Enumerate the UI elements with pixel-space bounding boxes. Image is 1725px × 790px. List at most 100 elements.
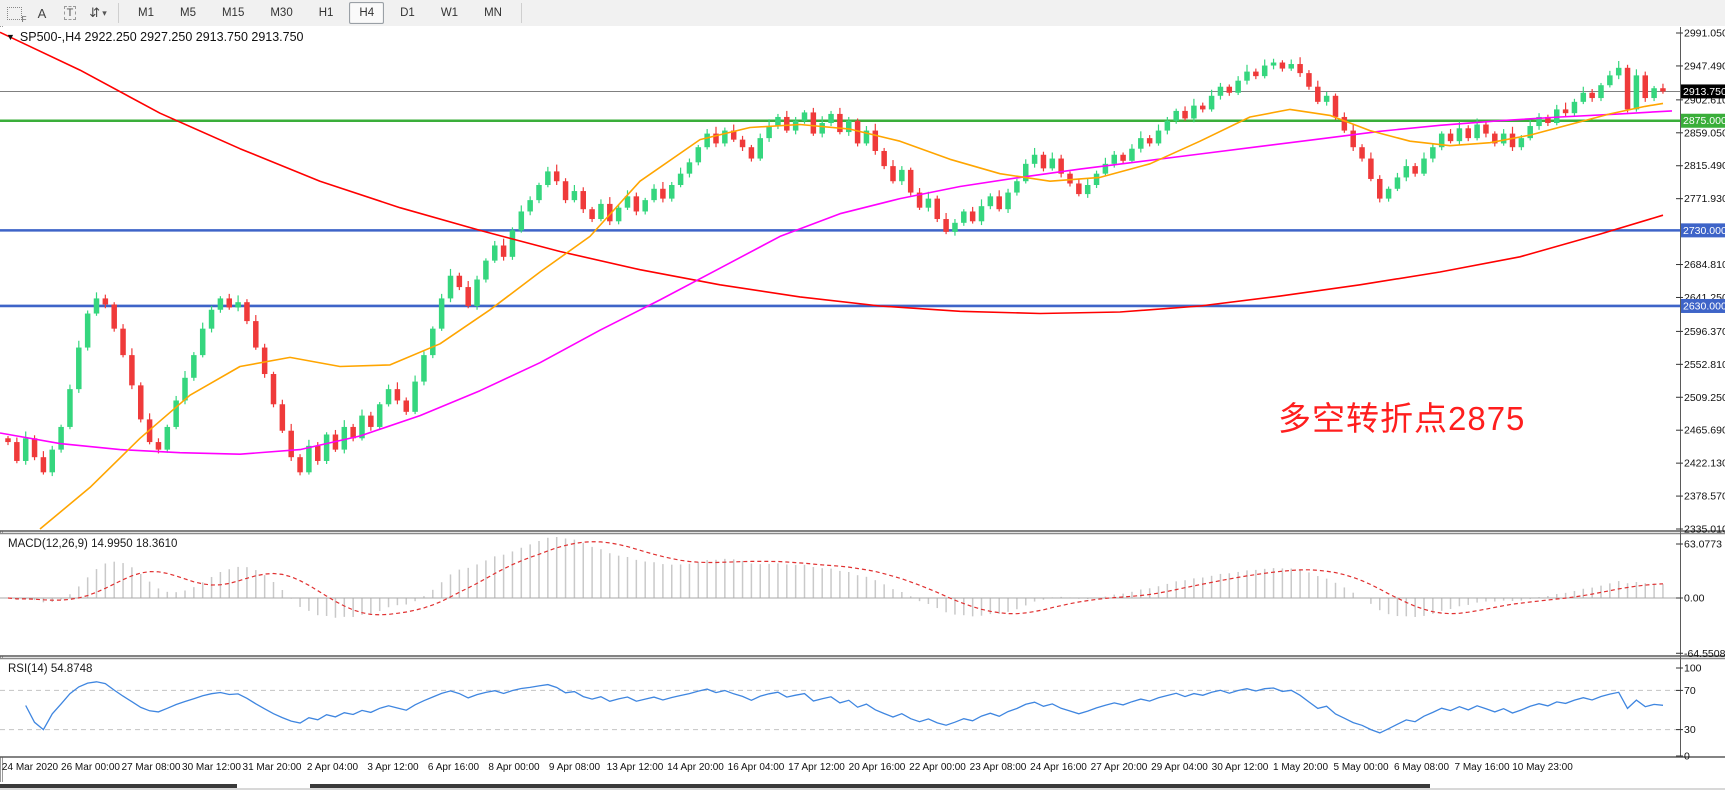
text-tool-t-icon[interactable]: T [59, 3, 81, 23]
bottom-scroll-strip[interactable] [0, 782, 1725, 790]
candle[interactable] [784, 110, 790, 133]
candle[interactable] [430, 326, 436, 359]
rsi-panel[interactable] [0, 659, 1725, 757]
candle[interactable] [633, 192, 640, 216]
candle[interactable] [571, 185, 578, 203]
candle[interactable] [1527, 119, 1533, 141]
candle[interactable] [660, 181, 666, 203]
candle[interactable] [828, 110, 834, 127]
candle[interactable] [1492, 131, 1498, 147]
candle[interactable] [996, 190, 1002, 212]
candle[interactable] [1447, 129, 1454, 144]
candle[interactable] [1049, 152, 1056, 171]
candle[interactable] [677, 167, 684, 188]
candle[interactable] [713, 126, 719, 148]
candle[interactable] [987, 193, 994, 210]
candle[interactable] [651, 184, 657, 203]
candle[interactable] [76, 340, 82, 393]
candle[interactable] [288, 423, 294, 461]
collapse-arrow-icon[interactable]: ▼ [6, 32, 15, 42]
candle[interactable] [1368, 152, 1374, 182]
candle[interactable] [1651, 85, 1657, 102]
candle[interactable] [837, 107, 843, 135]
candle[interactable] [279, 399, 286, 433]
candle[interactable] [40, 451, 47, 475]
candle[interactable] [403, 397, 410, 415]
candle[interactable] [907, 167, 914, 196]
candle[interactable] [1253, 68, 1259, 80]
candle[interactable] [1341, 112, 1348, 133]
timeframe-button-M1[interactable]: M1 [138, 7, 154, 19]
candle[interactable] [1483, 120, 1489, 138]
candle[interactable] [394, 382, 401, 405]
candle[interactable] [1323, 92, 1330, 106]
candle[interactable] [1040, 151, 1047, 172]
candle[interactable] [1562, 102, 1569, 117]
candle[interactable] [589, 206, 595, 223]
candle[interactable] [306, 439, 312, 475]
candle[interactable] [916, 188, 923, 210]
candle[interactable] [1217, 82, 1224, 100]
candle[interactable] [961, 209, 967, 226]
candle[interactable] [553, 164, 560, 186]
candle[interactable] [1545, 114, 1551, 127]
timeframe-button-M15[interactable]: M15 [221, 7, 245, 19]
timeframe-button-H1[interactable]: H1 [318, 7, 334, 19]
price-axis[interactable]: 2991.0502947.4902902.6102859.0502815.490… [1676, 28, 1725, 536]
candle[interactable] [952, 219, 958, 236]
timeframe-button-MN[interactable]: MN [484, 7, 502, 19]
candle[interactable] [5, 436, 11, 446]
candle[interactable] [1430, 143, 1436, 163]
candle[interactable] [226, 293, 233, 310]
date-axis[interactable]: 24 Mar 2020 26 Mar 00:00 27 Mar 08:00 30 Ma… [0, 759, 1725, 781]
candle[interactable] [173, 395, 179, 430]
candle[interactable] [438, 293, 445, 331]
candle[interactable] [1270, 58, 1277, 70]
candle[interactable] [1607, 70, 1613, 88]
candle[interactable] [84, 310, 91, 351]
candle[interactable] [1129, 144, 1135, 164]
candle[interactable] [739, 135, 746, 151]
candle[interactable] [49, 445, 56, 477]
candle[interactable] [527, 196, 533, 216]
candle[interactable] [669, 181, 675, 202]
candle[interactable] [722, 127, 728, 147]
candle[interactable] [509, 227, 516, 260]
candle[interactable] [341, 420, 348, 454]
candle[interactable] [1465, 125, 1472, 142]
candle[interactable] [1226, 84, 1233, 96]
candle[interactable] [447, 268, 454, 303]
candle[interactable] [624, 190, 631, 210]
candle[interactable] [1421, 152, 1427, 176]
candle[interactable] [261, 343, 268, 378]
candle[interactable] [1014, 178, 1020, 196]
candle[interactable] [1394, 172, 1401, 192]
candle[interactable] [1023, 159, 1029, 184]
candle[interactable] [1076, 178, 1082, 197]
candle[interactable] [925, 191, 932, 212]
candle[interactable] [686, 158, 693, 178]
candle[interactable] [244, 299, 250, 325]
candle[interactable] [412, 375, 418, 415]
candle[interactable] [890, 160, 896, 184]
candle[interactable] [129, 348, 135, 390]
candle[interactable] [1031, 147, 1038, 168]
candle[interactable] [1244, 64, 1250, 85]
candle[interactable] [1288, 59, 1295, 71]
candle[interactable] [1297, 57, 1303, 77]
candle[interactable] [164, 424, 171, 453]
candle[interactable] [1660, 83, 1666, 94]
candle[interactable] [1554, 104, 1560, 126]
candle[interactable] [1146, 135, 1153, 147]
candle[interactable] [120, 324, 126, 358]
candle[interactable] [492, 240, 498, 263]
candle[interactable] [500, 238, 507, 261]
candle[interactable] [1093, 170, 1100, 189]
candle[interactable] [1261, 59, 1268, 79]
candle[interactable] [766, 119, 772, 142]
candle[interactable] [580, 187, 587, 213]
candle[interactable] [881, 147, 887, 170]
candle[interactable] [1403, 159, 1410, 182]
candle[interactable] [757, 133, 764, 161]
candle[interactable] [138, 382, 144, 423]
